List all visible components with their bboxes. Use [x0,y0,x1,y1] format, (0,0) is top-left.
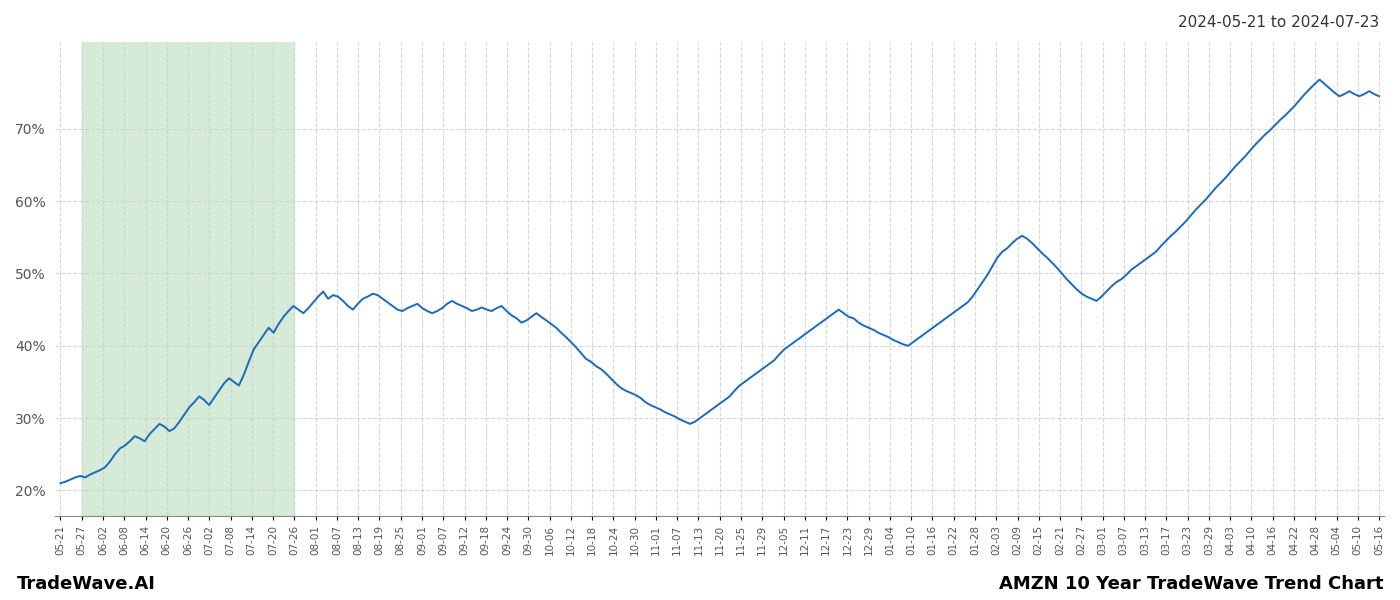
Text: AMZN 10 Year TradeWave Trend Chart: AMZN 10 Year TradeWave Trend Chart [998,575,1383,593]
Text: 2024-05-21 to 2024-07-23: 2024-05-21 to 2024-07-23 [1177,15,1379,30]
Text: TradeWave.AI: TradeWave.AI [17,575,155,593]
Bar [81,42,294,516]
